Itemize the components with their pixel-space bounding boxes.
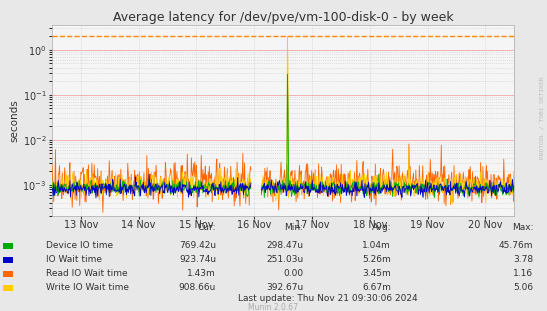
Text: IO Wait time: IO Wait time — [46, 255, 102, 264]
Text: RRDTOOL / TOBI OETIKER: RRDTOOL / TOBI OETIKER — [539, 77, 544, 160]
Text: 3.45m: 3.45m — [362, 269, 391, 278]
Text: 1.04m: 1.04m — [362, 241, 391, 250]
Text: 1.43m: 1.43m — [187, 269, 216, 278]
Text: Min:: Min: — [284, 222, 304, 231]
Text: 45.76m: 45.76m — [499, 241, 533, 250]
Y-axis label: seconds: seconds — [10, 99, 20, 142]
Title: Average latency for /dev/pve/vm-100-disk-0 - by week: Average latency for /dev/pve/vm-100-disk… — [113, 11, 453, 24]
Text: 0.00: 0.00 — [283, 269, 304, 278]
Text: Munin 2.0.67: Munin 2.0.67 — [248, 303, 299, 311]
Text: 6.67m: 6.67m — [362, 283, 391, 292]
Text: Avg:: Avg: — [371, 222, 391, 231]
Text: 1.16: 1.16 — [513, 269, 533, 278]
Text: Last update: Thu Nov 21 09:30:06 2024: Last update: Thu Nov 21 09:30:06 2024 — [238, 294, 418, 303]
Text: 769.42u: 769.42u — [179, 241, 216, 250]
Text: 908.66u: 908.66u — [179, 283, 216, 292]
Text: 5.06: 5.06 — [513, 283, 533, 292]
Text: 5.26m: 5.26m — [362, 255, 391, 264]
Text: Max:: Max: — [512, 222, 533, 231]
Text: Read IO Wait time: Read IO Wait time — [46, 269, 128, 278]
Text: Cur:: Cur: — [197, 222, 216, 231]
Text: 392.67u: 392.67u — [266, 283, 304, 292]
Text: 923.74u: 923.74u — [179, 255, 216, 264]
Text: 3.78: 3.78 — [513, 255, 533, 264]
Text: Write IO Wait time: Write IO Wait time — [46, 283, 130, 292]
Text: 298.47u: 298.47u — [266, 241, 304, 250]
Text: 251.03u: 251.03u — [266, 255, 304, 264]
Text: Device IO time: Device IO time — [46, 241, 114, 250]
